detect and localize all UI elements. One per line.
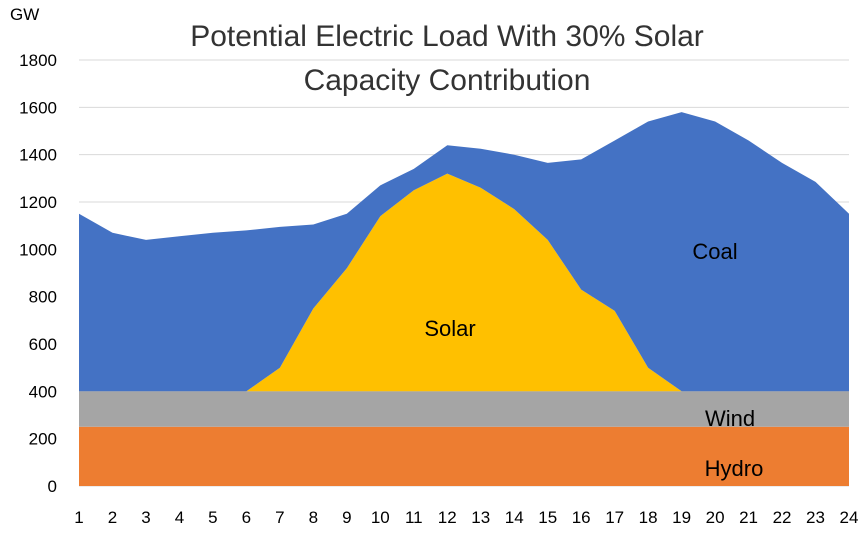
- x-tick-label-22: 22: [773, 508, 792, 527]
- x-tick-label-11: 11: [405, 508, 423, 527]
- chart-title-line-1: Potential Electric Load With 30% Solar: [190, 20, 704, 53]
- x-tick-label-2: 2: [108, 508, 117, 527]
- x-tick-label-8: 8: [309, 508, 318, 527]
- area-wind: [79, 391, 849, 427]
- coal-area-label: Coal: [692, 239, 737, 264]
- x-tick-label-10: 10: [371, 508, 390, 527]
- stacked-areas: [79, 112, 849, 486]
- x-tick-label-16: 16: [572, 508, 591, 527]
- x-tick-label-7: 7: [275, 508, 284, 527]
- y-tick-label-0: 0: [48, 477, 57, 496]
- y-tick-label-1600: 1600: [19, 98, 57, 117]
- area-solar: [79, 173, 849, 392]
- y-tick-label-800: 800: [29, 288, 57, 307]
- chart-title-line-2: Capacity Contribution: [304, 64, 591, 97]
- x-tick-label-15: 15: [538, 508, 557, 527]
- x-tick-label-1: 1: [74, 508, 83, 527]
- x-tick-label-17: 17: [605, 508, 624, 527]
- x-tick-label-3: 3: [141, 508, 150, 527]
- y-tick-label-1400: 1400: [19, 146, 57, 165]
- x-tick-label-6: 6: [242, 508, 251, 527]
- y-tick-label-600: 600: [29, 335, 57, 354]
- solar-area-label: Solar: [424, 316, 475, 341]
- y-tick-label-200: 200: [29, 430, 57, 449]
- y-axis-unit-label: GW: [10, 5, 39, 24]
- x-tick-label-9: 9: [342, 508, 351, 527]
- y-tick-label-400: 400: [29, 382, 57, 401]
- x-tick-label-20: 20: [706, 508, 725, 527]
- x-tick-label-21: 21: [739, 508, 758, 527]
- wind-area-label: Wind: [705, 406, 755, 431]
- x-tick-label-24: 24: [840, 508, 859, 527]
- y-axis-ticks: 0 200 400 600 800 1000 1200 1400 1600 1800: [19, 51, 57, 496]
- x-tick-label-23: 23: [806, 508, 825, 527]
- x-tick-label-18: 18: [639, 508, 658, 527]
- hydro-area-label: Hydro: [705, 456, 764, 481]
- x-tick-label-14: 14: [505, 508, 524, 527]
- y-tick-label-1200: 1200: [19, 193, 57, 212]
- area-hydro: [79, 426, 849, 486]
- x-tick-label-13: 13: [471, 508, 490, 527]
- x-tick-label-19: 19: [672, 508, 691, 527]
- x-tick-label-4: 4: [175, 508, 184, 527]
- x-tick-label-12: 12: [438, 508, 457, 527]
- y-tick-label-1800: 1800: [19, 51, 57, 70]
- x-axis-ticks: 1 2 3 4 5 6 7 8 9 10 11 12 13 14 15 16 17 18 19 20 21 22 23 24: [74, 508, 858, 527]
- area-coal: [79, 112, 849, 392]
- y-tick-label-1000: 1000: [19, 240, 57, 259]
- x-tick-label-5: 5: [208, 508, 217, 527]
